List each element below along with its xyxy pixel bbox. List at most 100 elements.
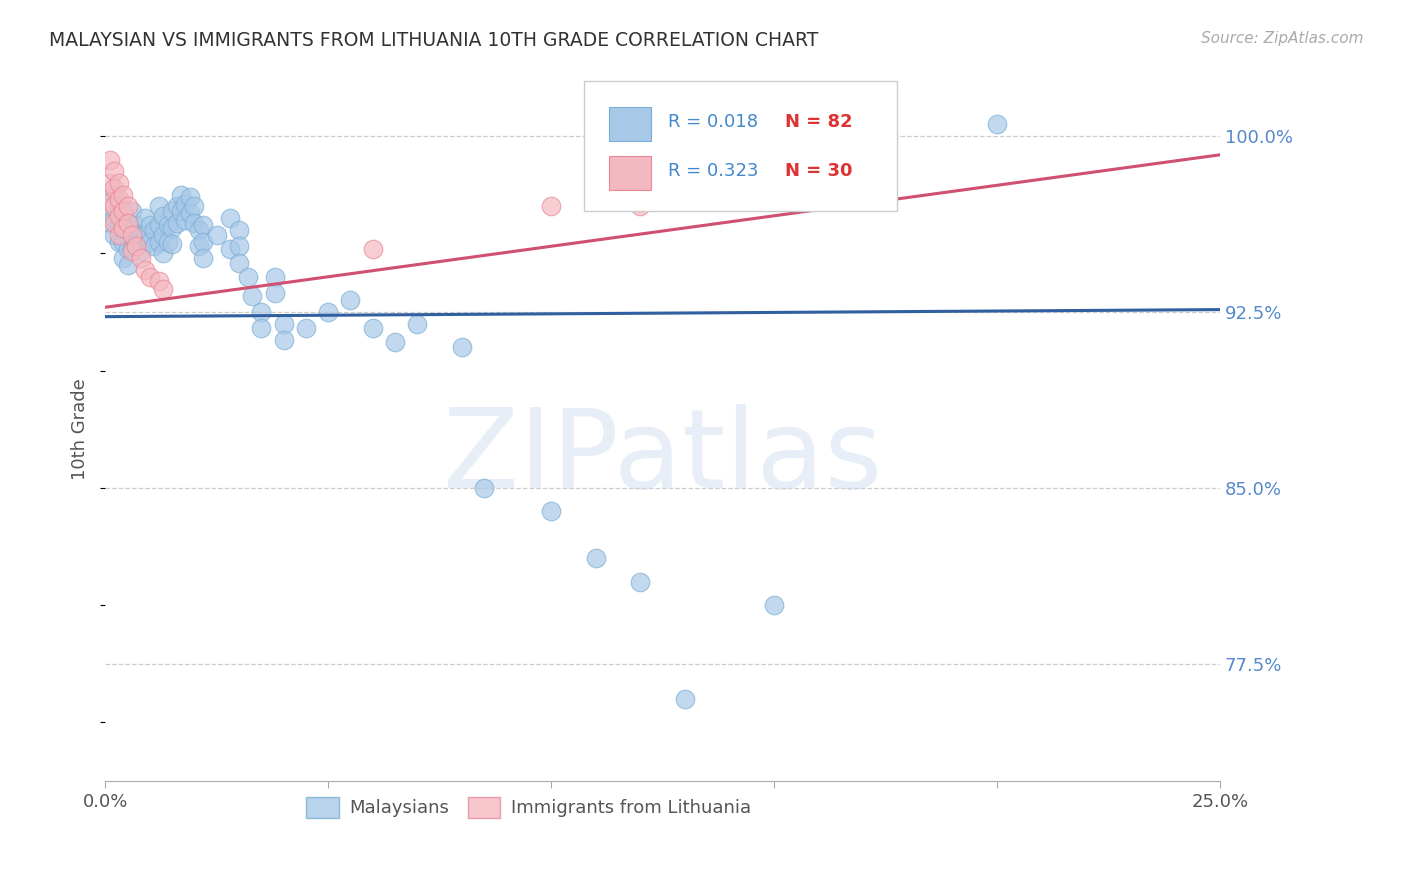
Y-axis label: 10th Grade: 10th Grade — [72, 378, 89, 480]
Point — [98, 199, 121, 213]
Point — [361, 242, 384, 256]
Point — [107, 218, 129, 232]
Point — [166, 216, 188, 230]
Point — [148, 235, 170, 249]
Point — [117, 258, 139, 272]
Point — [472, 481, 495, 495]
Point — [174, 213, 197, 227]
Point — [103, 180, 125, 194]
Point — [117, 242, 139, 256]
Point — [219, 242, 242, 256]
Point — [139, 235, 162, 249]
FancyBboxPatch shape — [609, 156, 651, 190]
Point — [148, 199, 170, 213]
Point — [143, 239, 166, 253]
Point — [98, 153, 121, 167]
Point — [250, 305, 273, 319]
Point — [450, 340, 472, 354]
Text: N = 30: N = 30 — [785, 162, 852, 180]
Point — [406, 317, 429, 331]
Point — [134, 227, 156, 242]
Point — [170, 204, 193, 219]
Point — [98, 216, 121, 230]
Point — [174, 197, 197, 211]
Point — [628, 199, 651, 213]
Point — [125, 239, 148, 253]
Point — [103, 187, 125, 202]
Point — [107, 193, 129, 207]
Point — [107, 176, 129, 190]
FancyBboxPatch shape — [585, 81, 897, 211]
Point — [103, 199, 125, 213]
Point — [250, 321, 273, 335]
Point — [170, 187, 193, 202]
Point — [107, 209, 129, 223]
Point — [103, 216, 125, 230]
Text: R = 0.323: R = 0.323 — [668, 162, 759, 180]
Legend: Malaysians, Immigrants from Lithuania: Malaysians, Immigrants from Lithuania — [299, 789, 758, 825]
Point — [205, 227, 228, 242]
Point — [263, 286, 285, 301]
Point — [219, 211, 242, 226]
Point — [143, 223, 166, 237]
Point — [98, 194, 121, 209]
Point — [107, 199, 129, 213]
Point — [156, 235, 179, 249]
Point — [121, 242, 143, 256]
Point — [339, 293, 361, 308]
Point — [107, 227, 129, 242]
Point — [160, 204, 183, 219]
Point — [121, 244, 143, 258]
Point — [112, 220, 135, 235]
Point — [134, 262, 156, 277]
Point — [160, 220, 183, 235]
Point — [361, 321, 384, 335]
Point — [139, 218, 162, 232]
Point — [121, 223, 143, 237]
Point — [152, 209, 174, 223]
Point — [156, 218, 179, 232]
Point — [228, 239, 250, 253]
Point — [98, 176, 121, 190]
Point — [103, 164, 125, 178]
Point — [179, 190, 201, 204]
Point — [112, 235, 135, 249]
Point — [112, 204, 135, 219]
Point — [193, 251, 215, 265]
Point — [152, 281, 174, 295]
Point — [125, 218, 148, 232]
Text: R = 0.018: R = 0.018 — [668, 112, 758, 131]
Point — [121, 204, 143, 219]
Point — [228, 256, 250, 270]
Point — [540, 504, 562, 518]
Point — [103, 211, 125, 226]
Point — [134, 211, 156, 226]
FancyBboxPatch shape — [609, 107, 651, 141]
Point — [193, 235, 215, 249]
Point — [148, 218, 170, 232]
Point — [103, 227, 125, 242]
Point — [585, 551, 607, 566]
Point — [187, 223, 209, 237]
Text: MALAYSIAN VS IMMIGRANTS FROM LITHUANIA 10TH GRADE CORRELATION CHART: MALAYSIAN VS IMMIGRANTS FROM LITHUANIA 1… — [49, 31, 818, 50]
Point — [107, 235, 129, 249]
Point — [986, 117, 1008, 131]
Point — [384, 335, 406, 350]
Text: N = 82: N = 82 — [785, 112, 852, 131]
Text: Source: ZipAtlas.com: Source: ZipAtlas.com — [1201, 31, 1364, 46]
Point — [160, 236, 183, 251]
Point — [112, 223, 135, 237]
Point — [112, 251, 135, 265]
Point — [762, 598, 785, 612]
Point — [129, 251, 152, 265]
Point — [263, 269, 285, 284]
Point — [228, 223, 250, 237]
Point — [273, 333, 295, 347]
Text: ZIPatlas: ZIPatlas — [443, 404, 882, 511]
Point — [152, 227, 174, 242]
Point — [129, 244, 152, 258]
Point — [273, 317, 295, 331]
Point — [125, 232, 148, 246]
Point — [139, 269, 162, 284]
Point — [152, 246, 174, 260]
